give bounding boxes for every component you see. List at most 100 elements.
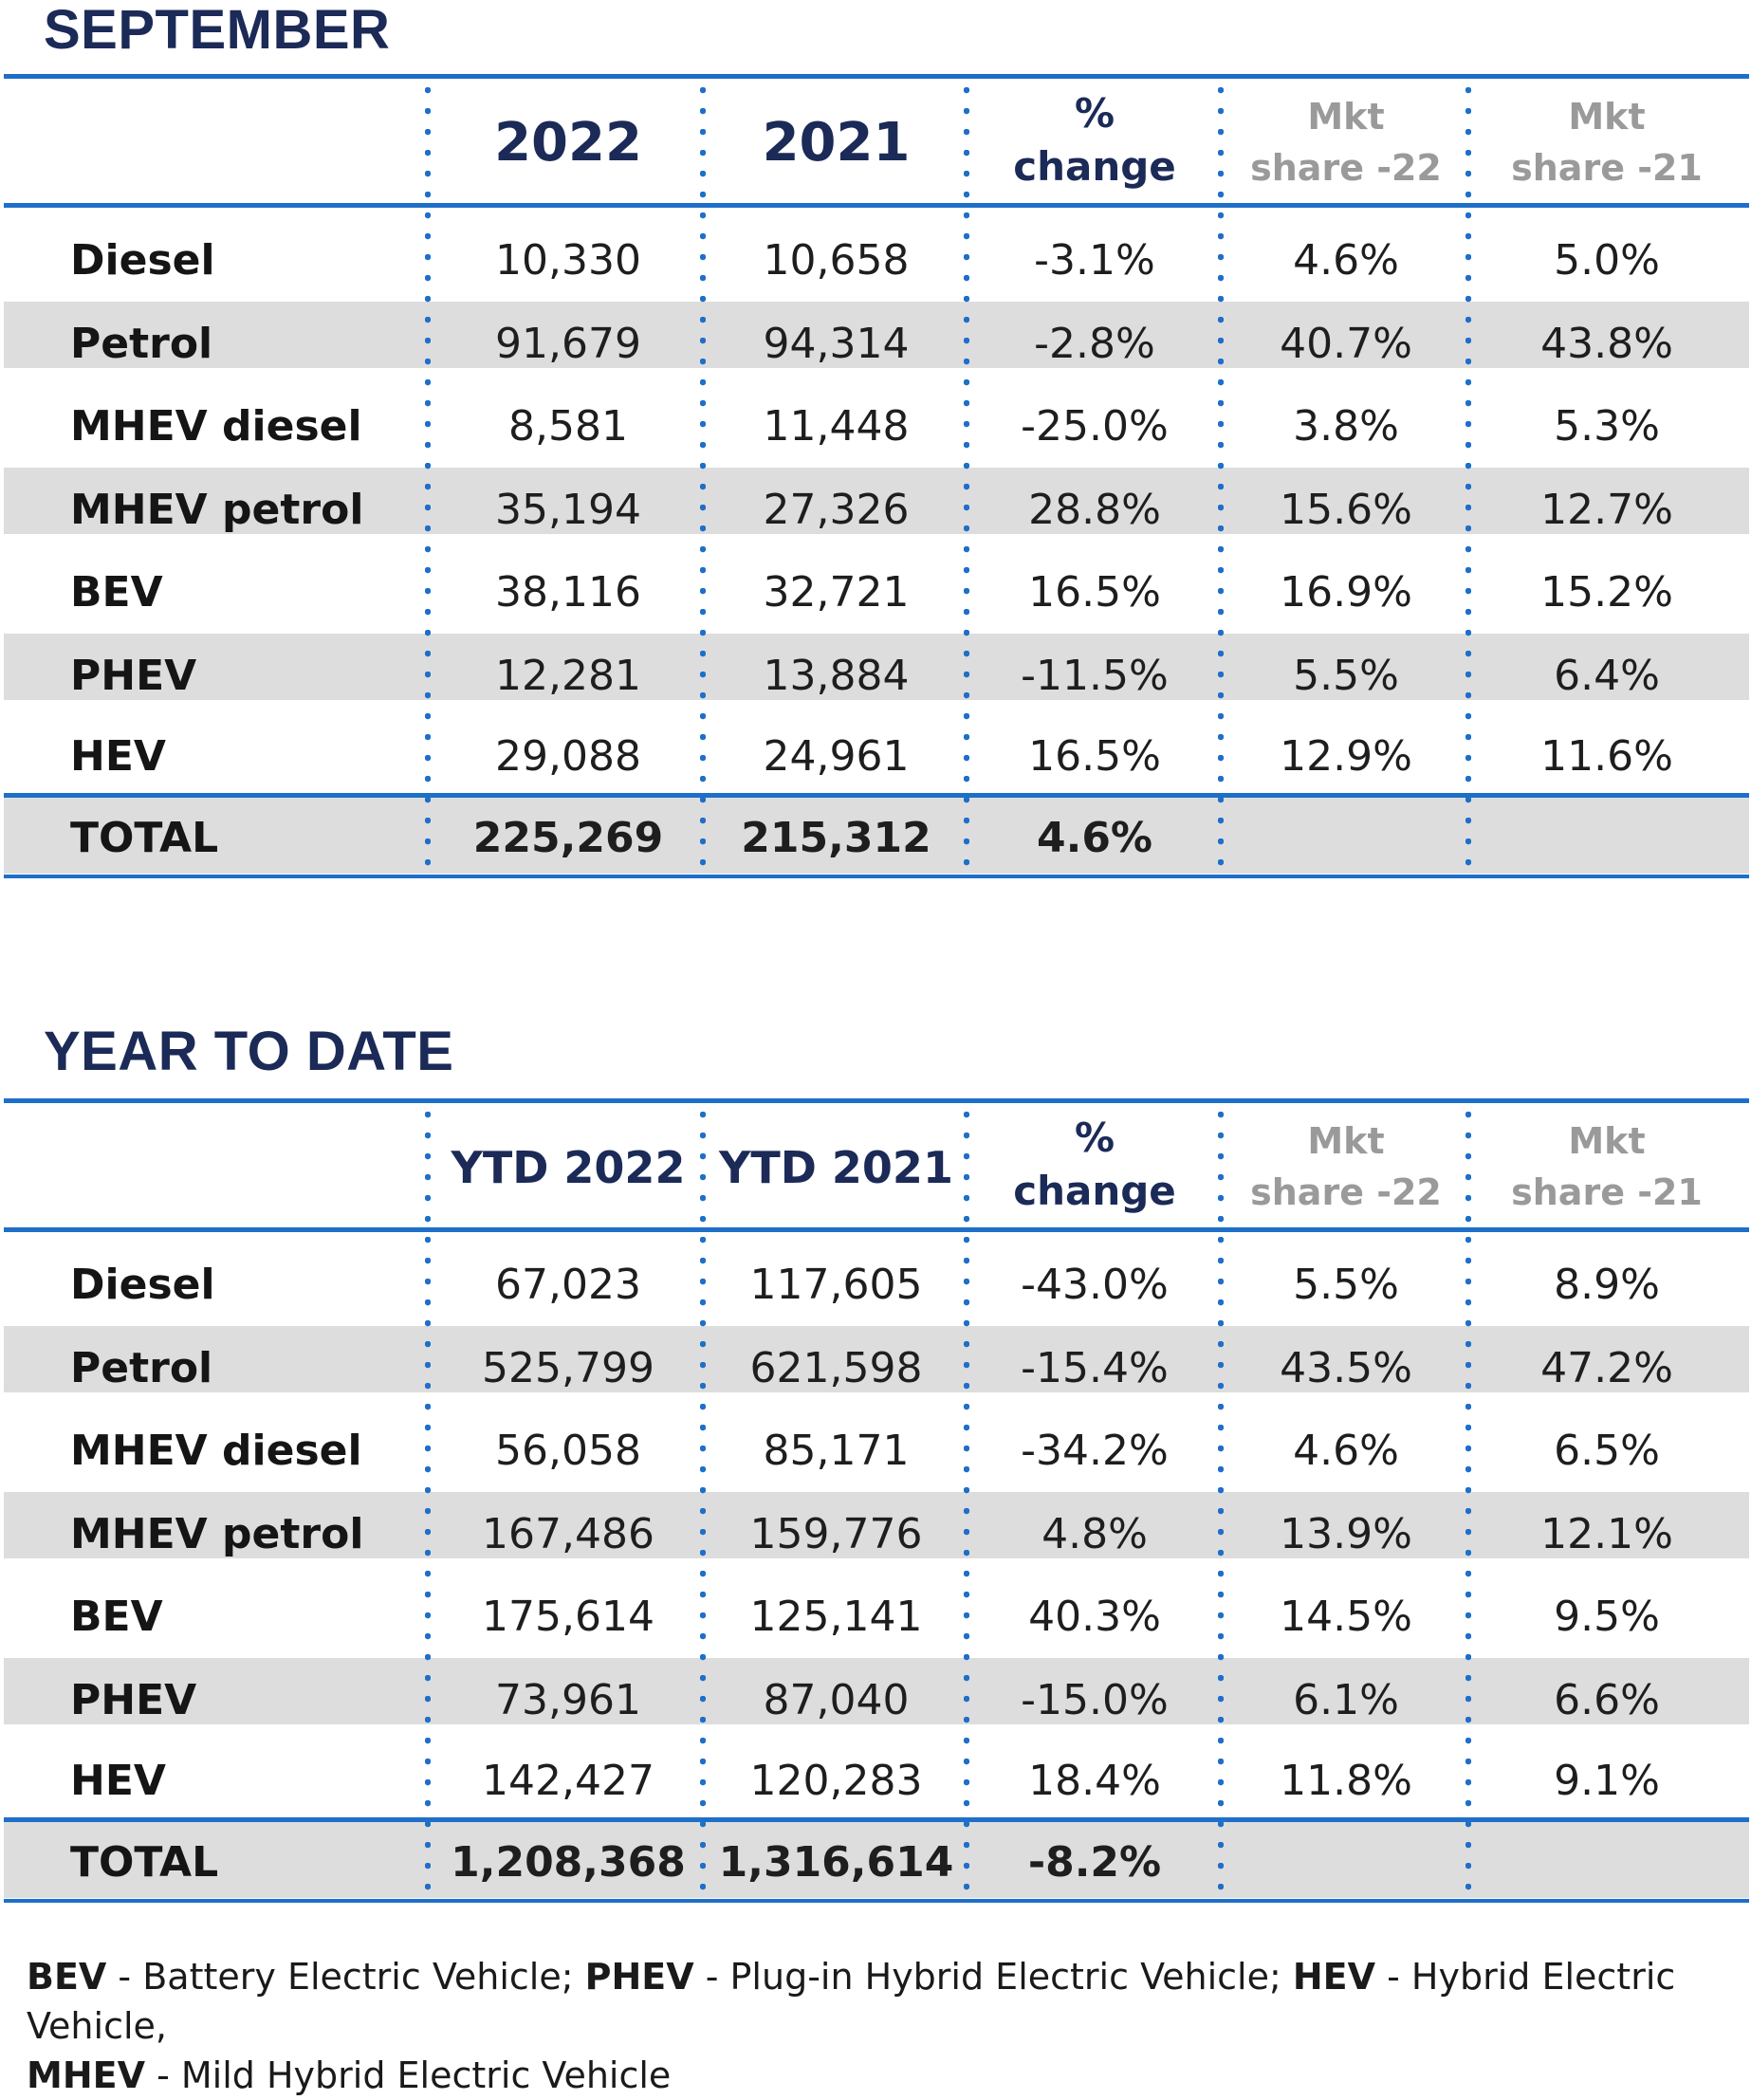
total-label: TOTAL — [70, 814, 219, 862]
september-title: SEPTEMBER — [44, 0, 391, 61]
cell-change: 16.5% — [1028, 568, 1161, 617]
cell-ytd-2022: 56,058 — [495, 1427, 641, 1475]
total-band — [4, 798, 1749, 874]
cell-2021: 32,721 — [763, 568, 910, 617]
cell-share-21: 15.2% — [1540, 568, 1673, 617]
column-divider — [425, 87, 431, 873]
row-band — [4, 468, 1749, 534]
row-label: MHEV diesel — [70, 1427, 362, 1475]
cell-share-21: 43.8% — [1540, 320, 1673, 368]
table-row: PHEV 73,961 87,040 -15.0% 6.1% 6.6% — [4, 1667, 1749, 1734]
table-row: HEV 142,427 120,283 18.4% 11.8% 9.1% — [4, 1748, 1749, 1814]
row-label: MHEV petrol — [70, 1510, 364, 1558]
cell-2022: 35,194 — [495, 486, 641, 534]
cell-2022: 12,281 — [495, 652, 641, 700]
table-row: MHEV diesel 56,058 85,171 -34.2% 4.6% 6.… — [4, 1418, 1749, 1484]
abbreviations-footnote: BEV - Battery Electric Vehicle; PHEV - P… — [27, 1952, 1734, 2100]
table-row: HEV 29,088 24,961 16.5% 12.9% 11.6% — [4, 724, 1749, 790]
cell-share-21: 47.2% — [1540, 1344, 1673, 1392]
row-label: Petrol — [70, 320, 213, 368]
cell-2022: 29,088 — [495, 732, 641, 781]
cell-ytd-2022: 67,023 — [495, 1261, 641, 1309]
total-ytd-2022: 1,208,368 — [451, 1838, 686, 1887]
cell-2021: 10,658 — [763, 236, 910, 285]
ytd-title: YEAR TO DATE — [44, 1021, 454, 1082]
table-row: MHEV petrol 35,194 27,326 28.8% 15.6% 12… — [4, 477, 1749, 543]
cell-2022: 38,116 — [495, 568, 641, 617]
cell-2021: 13,884 — [763, 652, 910, 700]
cell-share-22: 15.6% — [1280, 486, 1412, 534]
column-divider — [700, 1112, 706, 1897]
row-label: PHEV — [70, 652, 197, 700]
cell-share-21: 9.1% — [1554, 1757, 1660, 1805]
column-divider — [1218, 87, 1224, 873]
header-mkt-share-21: Mkt share -21 — [1469, 1115, 1744, 1218]
row-band — [4, 302, 1749, 368]
table-row: Petrol 525,799 621,598 -15.4% 43.5% 47.2… — [4, 1336, 1749, 1402]
cell-2022: 10,330 — [495, 236, 641, 285]
header-share-word: share -22 — [1250, 147, 1442, 189]
cell-change: -34.2% — [1021, 1427, 1169, 1475]
header-col-2021: 2021 — [762, 112, 911, 174]
cell-share-21: 11.6% — [1540, 732, 1673, 781]
header-mkt-word: Mkt — [1307, 96, 1385, 138]
ytd-table: YTD 2022 YTD 2021 % change Mkt share -22… — [4, 1024, 1749, 1907]
cell-ytd-2021: 120,283 — [749, 1757, 923, 1805]
column-divider — [1218, 1112, 1224, 1897]
cell-change: -11.5% — [1021, 652, 1169, 700]
cell-change: -15.4% — [1021, 1344, 1169, 1392]
total-row: TOTAL 225,269 215,312 4.6% — [4, 805, 1749, 872]
total-change: 4.6% — [1036, 814, 1153, 862]
header-pct-symbol: % — [1074, 90, 1115, 137]
column-divider — [425, 1112, 431, 1897]
cell-change: -25.0% — [1021, 402, 1169, 451]
row-label: BEV — [70, 568, 163, 617]
header-mkt-word: Mkt — [1307, 1120, 1385, 1162]
cell-ytd-2021: 87,040 — [763, 1676, 910, 1724]
cell-share-22: 40.7% — [1280, 320, 1412, 368]
total-band — [4, 1822, 1749, 1898]
cell-ytd-2022: 167,486 — [482, 1510, 654, 1558]
cell-change: -3.1% — [1034, 236, 1155, 285]
total-2021: 215,312 — [741, 814, 931, 862]
cell-share-22: 12.9% — [1280, 732, 1412, 781]
table-row: BEV 38,116 32,721 16.5% 16.9% 15.2% — [4, 560, 1749, 626]
table-row: PHEV 12,281 13,884 -11.5% 5.5% 6.4% — [4, 643, 1749, 709]
table-row: BEV 175,614 125,141 40.3% 14.5% 9.5% — [4, 1584, 1749, 1650]
row-label: PHEV — [70, 1676, 197, 1724]
table-row: MHEV diesel 8,581 11,448 -25.0% 3.8% 5.3… — [4, 394, 1749, 460]
abbr-bev: BEV — [27, 1956, 107, 1998]
cell-share-22: 14.5% — [1280, 1593, 1412, 1641]
cell-share-22: 43.5% — [1280, 1344, 1412, 1392]
header-change-word: change — [1013, 143, 1176, 190]
header-share-word: share -22 — [1250, 1171, 1442, 1213]
table-bottom-rule — [4, 875, 1749, 878]
cell-change: 40.3% — [1028, 1593, 1161, 1641]
header-pct-symbol: % — [1074, 1114, 1115, 1161]
cell-share-21: 6.6% — [1554, 1676, 1660, 1724]
cell-ytd-2021: 621,598 — [749, 1344, 923, 1392]
cell-share-21: 6.5% — [1554, 1427, 1660, 1475]
header-mkt-share-22: Mkt share -22 — [1223, 91, 1469, 193]
header-pct-change: % change — [967, 1112, 1223, 1218]
cell-ytd-2022: 175,614 — [482, 1593, 654, 1641]
cell-ytd-2022: 73,961 — [495, 1676, 641, 1724]
header-bottom-rule — [4, 203, 1749, 208]
cell-share-21: 6.4% — [1554, 652, 1660, 700]
cell-ytd-2022: 525,799 — [482, 1344, 654, 1392]
cell-share-22: 11.8% — [1280, 1757, 1412, 1805]
column-divider — [964, 1112, 969, 1897]
total-top-rule — [4, 1817, 1749, 1822]
row-label: MHEV petrol — [70, 486, 364, 534]
cell-share-22: 4.6% — [1293, 236, 1399, 285]
header-mkt-word: Mkt — [1568, 1120, 1646, 1162]
header-col-ytd-2022: YTD 2022 — [451, 1142, 686, 1193]
abbr-mhev-text: - Mild Hybrid Electric Vehicle — [144, 2054, 672, 2096]
cell-change: 16.5% — [1028, 732, 1161, 781]
cell-share-21: 12.7% — [1540, 486, 1673, 534]
cell-share-22: 4.6% — [1293, 1427, 1399, 1475]
total-ytd-2021: 1,316,614 — [718, 1838, 954, 1887]
abbr-hev: HEV — [1292, 1956, 1376, 1998]
abbr-phev: PHEV — [584, 1956, 694, 1998]
cell-2022: 91,679 — [495, 320, 641, 368]
